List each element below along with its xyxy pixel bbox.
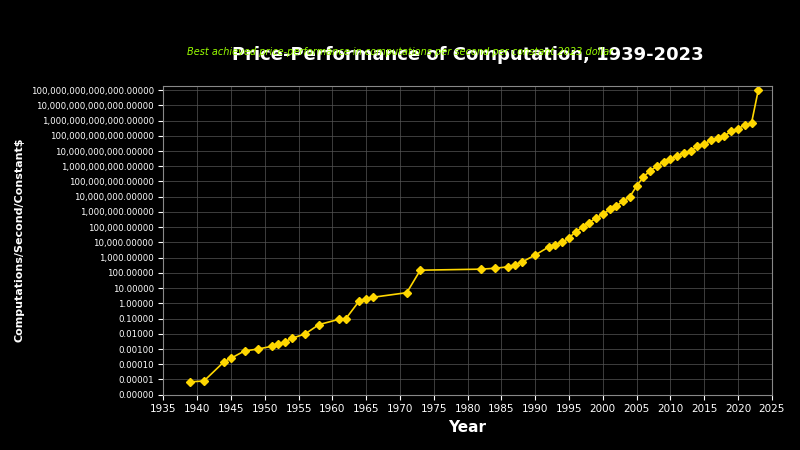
Text: Best achieved price-performance in computations per second per constant 2023 dol: Best achieved price-performance in compu… bbox=[187, 47, 613, 57]
Title: Price-Performance of Computation, 1939-2023: Price-Performance of Computation, 1939-2… bbox=[232, 46, 703, 64]
Y-axis label: Computations/Second/Constant$: Computations/Second/Constant$ bbox=[15, 138, 25, 342]
X-axis label: Year: Year bbox=[449, 420, 486, 435]
